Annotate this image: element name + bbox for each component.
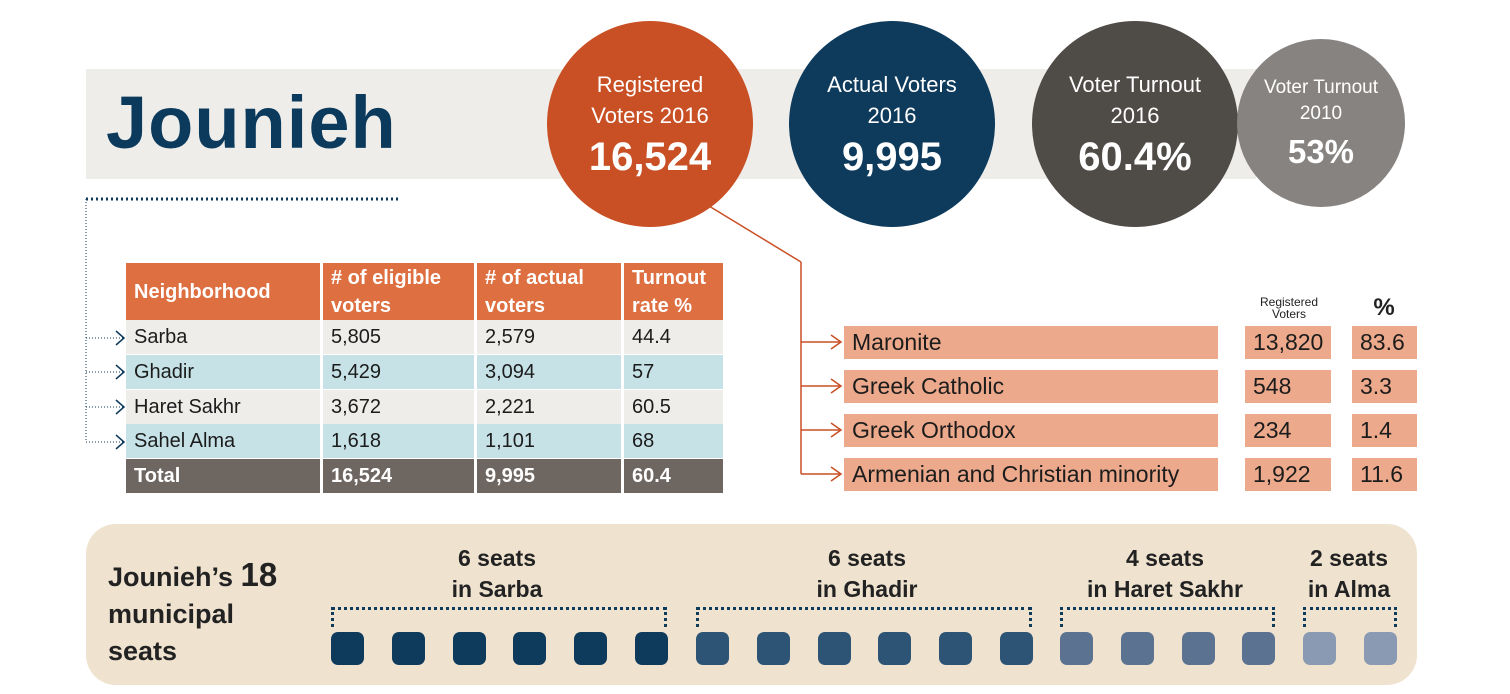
table-cell: 5,429 bbox=[323, 355, 474, 389]
seat-group-area: in Ghadir bbox=[816, 576, 918, 602]
table-cell: 1,618 bbox=[323, 424, 474, 458]
religion-registered: 548 bbox=[1245, 370, 1331, 403]
seats-title-prefix: Jounieh’s bbox=[108, 562, 234, 592]
seats-title-rest: municipal seats bbox=[108, 599, 235, 666]
seat-square bbox=[635, 632, 668, 665]
religion-percent: 83.6 bbox=[1352, 326, 1417, 359]
table-cell: Sahel Alma bbox=[126, 424, 320, 458]
seat-square bbox=[878, 632, 912, 665]
seat-square bbox=[1181, 632, 1215, 665]
religion-registered: 13,820 bbox=[1245, 326, 1331, 359]
seat-group-count: 4 seats bbox=[1125, 545, 1204, 571]
seats-title: Jounieh’s 18 municipal seats bbox=[108, 556, 308, 670]
circle-label: 2016 bbox=[867, 102, 917, 128]
seat-group-bracket bbox=[1303, 607, 1397, 627]
table-total-cell: 16,524 bbox=[323, 459, 474, 493]
circle-label: Voter Turnout bbox=[1068, 71, 1202, 97]
seat-square bbox=[817, 632, 851, 665]
religion-percent: 1.4 bbox=[1352, 414, 1417, 447]
circle-value: 60.4% bbox=[1078, 134, 1192, 179]
religion-percent: 11.6 bbox=[1352, 458, 1417, 491]
seat-square bbox=[696, 632, 729, 665]
table-header: # of eligible voters bbox=[323, 263, 474, 320]
seat-square bbox=[574, 632, 608, 665]
religion-name: Greek Catholic bbox=[844, 370, 1218, 403]
tree-branches bbox=[86, 330, 126, 450]
seat-square bbox=[513, 632, 547, 665]
seat-square bbox=[1120, 632, 1154, 665]
percent-col-header: % bbox=[1373, 294, 1395, 321]
seat-group-bracket bbox=[696, 607, 1032, 627]
religion-registered: 234 bbox=[1245, 414, 1331, 447]
registered-voters-circle: Registered Voters 2016 16,524 bbox=[547, 21, 753, 227]
circle-value: 9,995 bbox=[841, 134, 943, 179]
table-cell: 3,094 bbox=[477, 355, 621, 389]
seat-group-label-sarba: 6 seats in Sarba bbox=[397, 543, 597, 605]
table-cell: 2,579 bbox=[477, 320, 621, 354]
table-cell: 2,221 bbox=[477, 390, 621, 424]
seat-square bbox=[756, 632, 790, 665]
religion-name: Armenian and Christian minority bbox=[844, 458, 1218, 491]
circle-label: 2016 bbox=[1110, 102, 1160, 128]
seat-square bbox=[331, 632, 364, 665]
seat-group-area: in Alma bbox=[1307, 576, 1391, 602]
table-cell: Sarba bbox=[126, 320, 320, 354]
turnout-2016-circle: Voter Turnout 2016 60.4% bbox=[1032, 21, 1238, 227]
circle-label: Voters 2016 bbox=[591, 102, 709, 128]
circle-label: 2010 bbox=[1299, 103, 1343, 124]
circle-label: Registered bbox=[596, 71, 704, 97]
table-total-cell: Total bbox=[126, 459, 320, 493]
table-cell: 1,101 bbox=[477, 424, 621, 458]
circle-label: Voter Turnout bbox=[1263, 77, 1379, 98]
table-cell: 68 bbox=[624, 424, 723, 458]
page-title: Jounieh bbox=[106, 81, 397, 164]
seat-group-label-haret-sakhr: 4 seats in Haret Sakhr bbox=[1065, 543, 1265, 605]
religion-name: Maronite bbox=[844, 326, 1218, 359]
seat-square bbox=[1060, 632, 1093, 665]
seat-square bbox=[1363, 632, 1397, 665]
circle-label: Actual Voters bbox=[827, 71, 957, 97]
seat-square bbox=[1000, 632, 1033, 665]
religion-name: Greek Orthodox bbox=[844, 414, 1218, 447]
table-cell: 3,672 bbox=[323, 390, 474, 424]
seat-group-bracket bbox=[1060, 607, 1275, 627]
seats-title-number: 18 bbox=[240, 556, 278, 593]
seat-square bbox=[452, 632, 486, 665]
religion-connector bbox=[708, 205, 843, 482]
table-cell: Haret Sakhr bbox=[126, 390, 320, 424]
seat-square bbox=[939, 632, 973, 665]
table-cell: 60.5 bbox=[624, 390, 723, 424]
table-header: # of actual voters bbox=[477, 263, 621, 320]
seat-group-bracket bbox=[331, 607, 667, 627]
seat-group-area: in Haret Sakhr bbox=[1087, 576, 1243, 602]
seat-group-count: 2 seats bbox=[1309, 545, 1388, 571]
seat-square bbox=[1242, 632, 1276, 665]
table-header: Turnout rate % bbox=[624, 263, 723, 320]
seat-group-count: 6 seats bbox=[457, 545, 536, 571]
seat-square bbox=[1303, 632, 1336, 665]
religion-registered: 1,922 bbox=[1245, 458, 1331, 491]
circle-value: 53% bbox=[1287, 133, 1355, 170]
turnout-2010-circle: Voter Turnout 2010 53% bbox=[1237, 39, 1405, 207]
table-header: Neighborhood bbox=[126, 263, 320, 320]
religion-percent: 3.3 bbox=[1352, 370, 1417, 403]
seat-group-area: in Sarba bbox=[451, 576, 543, 602]
actual-voters-circle: Actual Voters 2016 9,995 bbox=[789, 21, 995, 227]
table-cell: 5,805 bbox=[323, 320, 474, 354]
circle-value: 16,524 bbox=[588, 134, 712, 179]
table-cell: Ghadir bbox=[126, 355, 320, 389]
table-total-cell: 9,995 bbox=[477, 459, 621, 493]
seat-square bbox=[391, 632, 425, 665]
table-cell: 57 bbox=[624, 355, 723, 389]
registered-voters-col-header: Registered Voters bbox=[1259, 295, 1319, 321]
seat-group-label-ghadir: 6 seats in Ghadir bbox=[767, 543, 967, 605]
seat-group-count: 6 seats bbox=[827, 545, 906, 571]
seat-group-label-alma: 2 seats in Alma bbox=[1289, 543, 1409, 605]
table-cell: 44.4 bbox=[624, 320, 723, 354]
table-total-cell: 60.4 bbox=[624, 459, 723, 493]
